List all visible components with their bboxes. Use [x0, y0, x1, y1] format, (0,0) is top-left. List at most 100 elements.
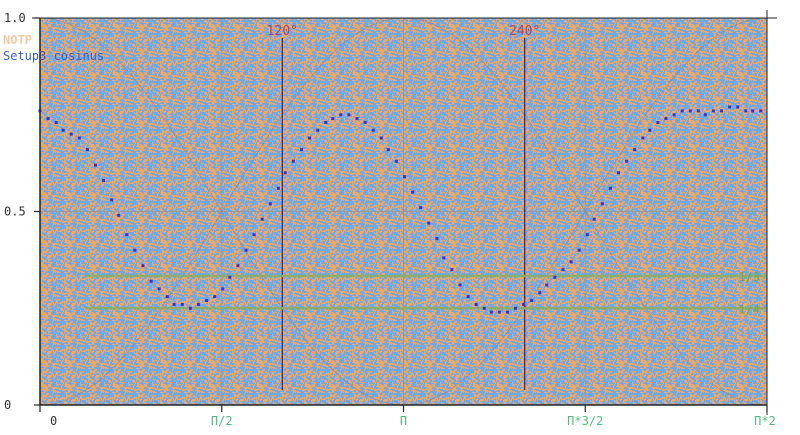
- data-point: [664, 117, 668, 121]
- data-point: [633, 148, 637, 152]
- data-point: [339, 113, 343, 117]
- data-point: [316, 128, 320, 132]
- data-point: [592, 217, 596, 221]
- data-point: [497, 310, 501, 314]
- data-point: [46, 117, 50, 121]
- data-point: [569, 260, 573, 264]
- legend: NOTP Setup3 cosinus: [3, 33, 104, 63]
- data-point: [553, 275, 557, 279]
- y-tick-label: 0: [4, 398, 11, 412]
- data-point: [450, 268, 454, 272]
- legend-item-notp: NOTP: [3, 33, 32, 47]
- data-point: [608, 186, 612, 190]
- data-point: [680, 109, 684, 113]
- data-point: [514, 306, 517, 310]
- reference-markers: 120° 240° 1/3 1/4: [85, 24, 767, 390]
- data-point: [133, 248, 137, 252]
- horizontal-marker-label: 1/4: [738, 302, 760, 316]
- data-point: [236, 264, 240, 268]
- data-point: [157, 287, 161, 291]
- data-point: [283, 171, 287, 175]
- data-points: [38, 105, 763, 314]
- data-point: [125, 233, 129, 237]
- data-point: [703, 113, 707, 117]
- data-point: [141, 264, 145, 268]
- data-point: [94, 163, 97, 167]
- data-point: [149, 279, 153, 283]
- data-point: [347, 113, 351, 117]
- data-point: [458, 283, 462, 287]
- data-point: [403, 175, 406, 179]
- data-point: [482, 306, 486, 310]
- data-point: [759, 109, 763, 113]
- data-point: [260, 217, 264, 221]
- data-point: [386, 148, 390, 152]
- data-point: [545, 283, 549, 287]
- data-point: [522, 302, 526, 306]
- data-point: [625, 159, 629, 163]
- data-point: [379, 136, 383, 140]
- data-point: [110, 198, 114, 202]
- data-point: [228, 275, 232, 279]
- data-point: [600, 202, 604, 206]
- data-point: [268, 202, 272, 206]
- data-point: [648, 128, 652, 132]
- data-point: [538, 291, 542, 295]
- data-point: [188, 306, 192, 310]
- x-tick-label: Π*2: [754, 414, 776, 428]
- x-tick-label: Π/2: [211, 414, 233, 428]
- data-point: [427, 221, 431, 225]
- data-point: [276, 186, 280, 190]
- data-point: [85, 148, 89, 152]
- data-point: [300, 148, 303, 152]
- data-point: [61, 128, 65, 132]
- data-point: [69, 132, 73, 136]
- data-point: [728, 105, 732, 109]
- data-point: [117, 213, 121, 217]
- data-point: [324, 121, 328, 124]
- data-point: [751, 109, 755, 113]
- data-point: [466, 295, 470, 299]
- axes: 0 Π/2 Π Π*3/2 Π*2 0 0.5 1.0: [4, 10, 777, 428]
- data-point: [355, 117, 359, 121]
- data-point: [688, 109, 692, 113]
- data-point: [585, 233, 589, 237]
- data-point: [641, 136, 645, 140]
- data-point: [165, 295, 169, 299]
- data-point: [720, 109, 723, 113]
- data-point: [474, 302, 478, 306]
- data-point: [331, 117, 335, 121]
- data-point: [221, 287, 225, 291]
- data-point: [102, 179, 106, 182]
- data-point: [371, 128, 375, 132]
- data-point: [656, 121, 660, 124]
- data-point: [244, 248, 248, 252]
- legend-item-setup3-cosinus: Setup3 cosinus: [3, 49, 104, 63]
- data-point: [213, 295, 217, 299]
- data-point: [736, 105, 740, 109]
- data-point: [505, 310, 509, 314]
- data-point: [744, 109, 748, 113]
- data-point: [696, 109, 700, 113]
- data-point: [672, 113, 676, 117]
- data-point: [308, 136, 312, 140]
- data-point: [54, 121, 58, 124]
- x-tick-label: Π: [400, 414, 407, 428]
- data-point: [489, 310, 493, 314]
- data-point: [291, 159, 295, 163]
- y-tick-label: 0.5: [4, 205, 26, 219]
- horizontal-marker-label: 1/3: [738, 270, 760, 284]
- data-point: [617, 171, 620, 175]
- data-point: [363, 121, 367, 124]
- x-tick-label: Π*3/2: [567, 414, 603, 428]
- data-point: [411, 190, 415, 194]
- data-point: [711, 109, 715, 113]
- data-point: [577, 248, 581, 252]
- vertical-marker-label: 120°: [267, 24, 298, 39]
- vertical-marker-label: 240°: [509, 24, 540, 39]
- y-tick-label: 1.0: [4, 11, 26, 25]
- data-point: [530, 299, 534, 302]
- data-point: [77, 136, 81, 140]
